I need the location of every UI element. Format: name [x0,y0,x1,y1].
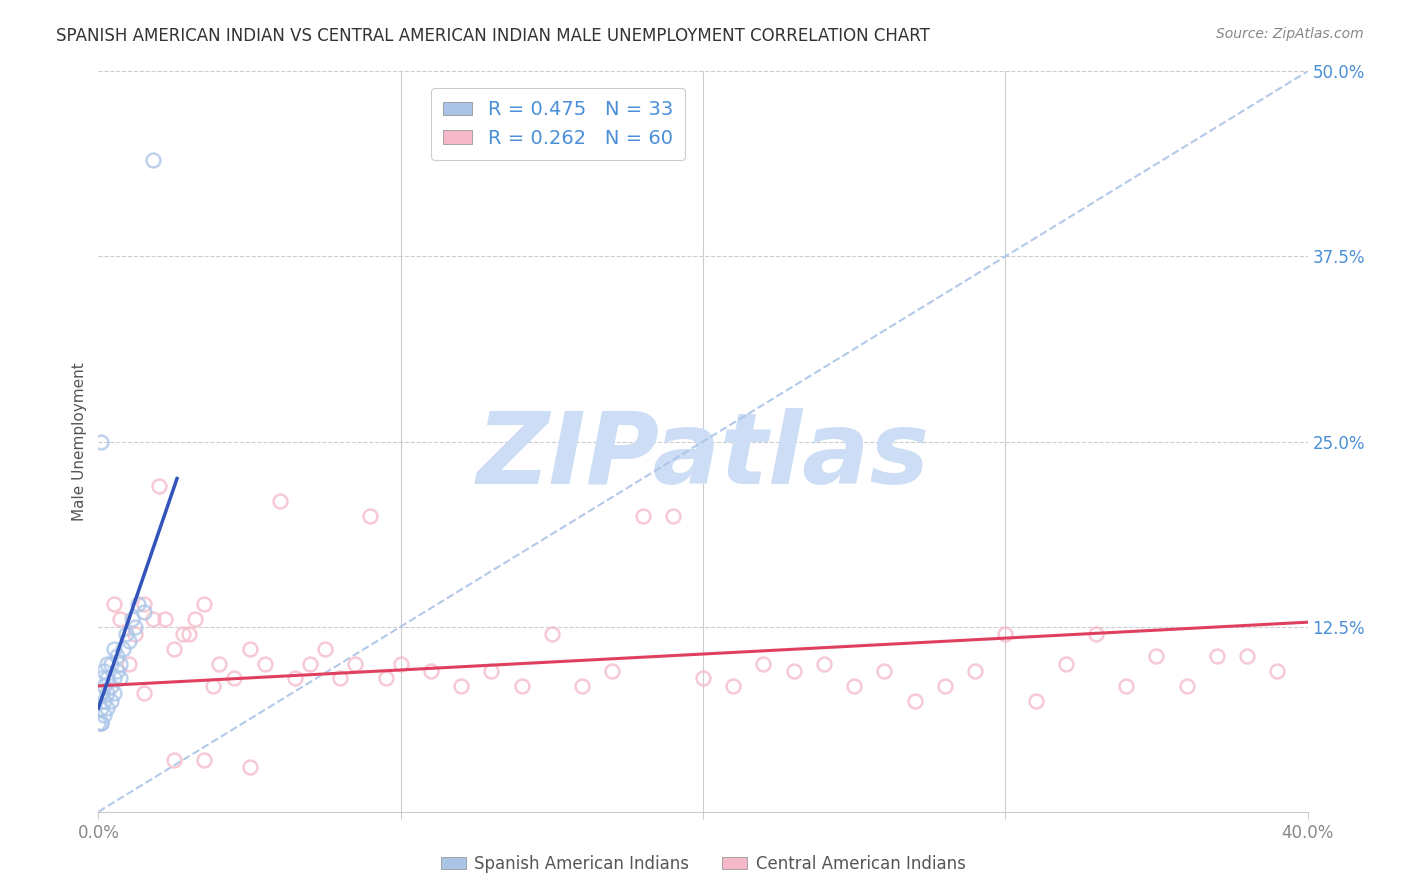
Text: SPANISH AMERICAN INDIAN VS CENTRAL AMERICAN INDIAN MALE UNEMPLOYMENT CORRELATION: SPANISH AMERICAN INDIAN VS CENTRAL AMERI… [56,27,931,45]
Text: Source: ZipAtlas.com: Source: ZipAtlas.com [1216,27,1364,41]
Legend: R = 0.475   N = 33, R = 0.262   N = 60: R = 0.475 N = 33, R = 0.262 N = 60 [432,88,685,160]
Y-axis label: Male Unemployment: Male Unemployment [72,362,87,521]
Text: ZIPatlas: ZIPatlas [477,408,929,505]
Legend: Spanish American Indians, Central American Indians: Spanish American Indians, Central Americ… [434,848,972,880]
